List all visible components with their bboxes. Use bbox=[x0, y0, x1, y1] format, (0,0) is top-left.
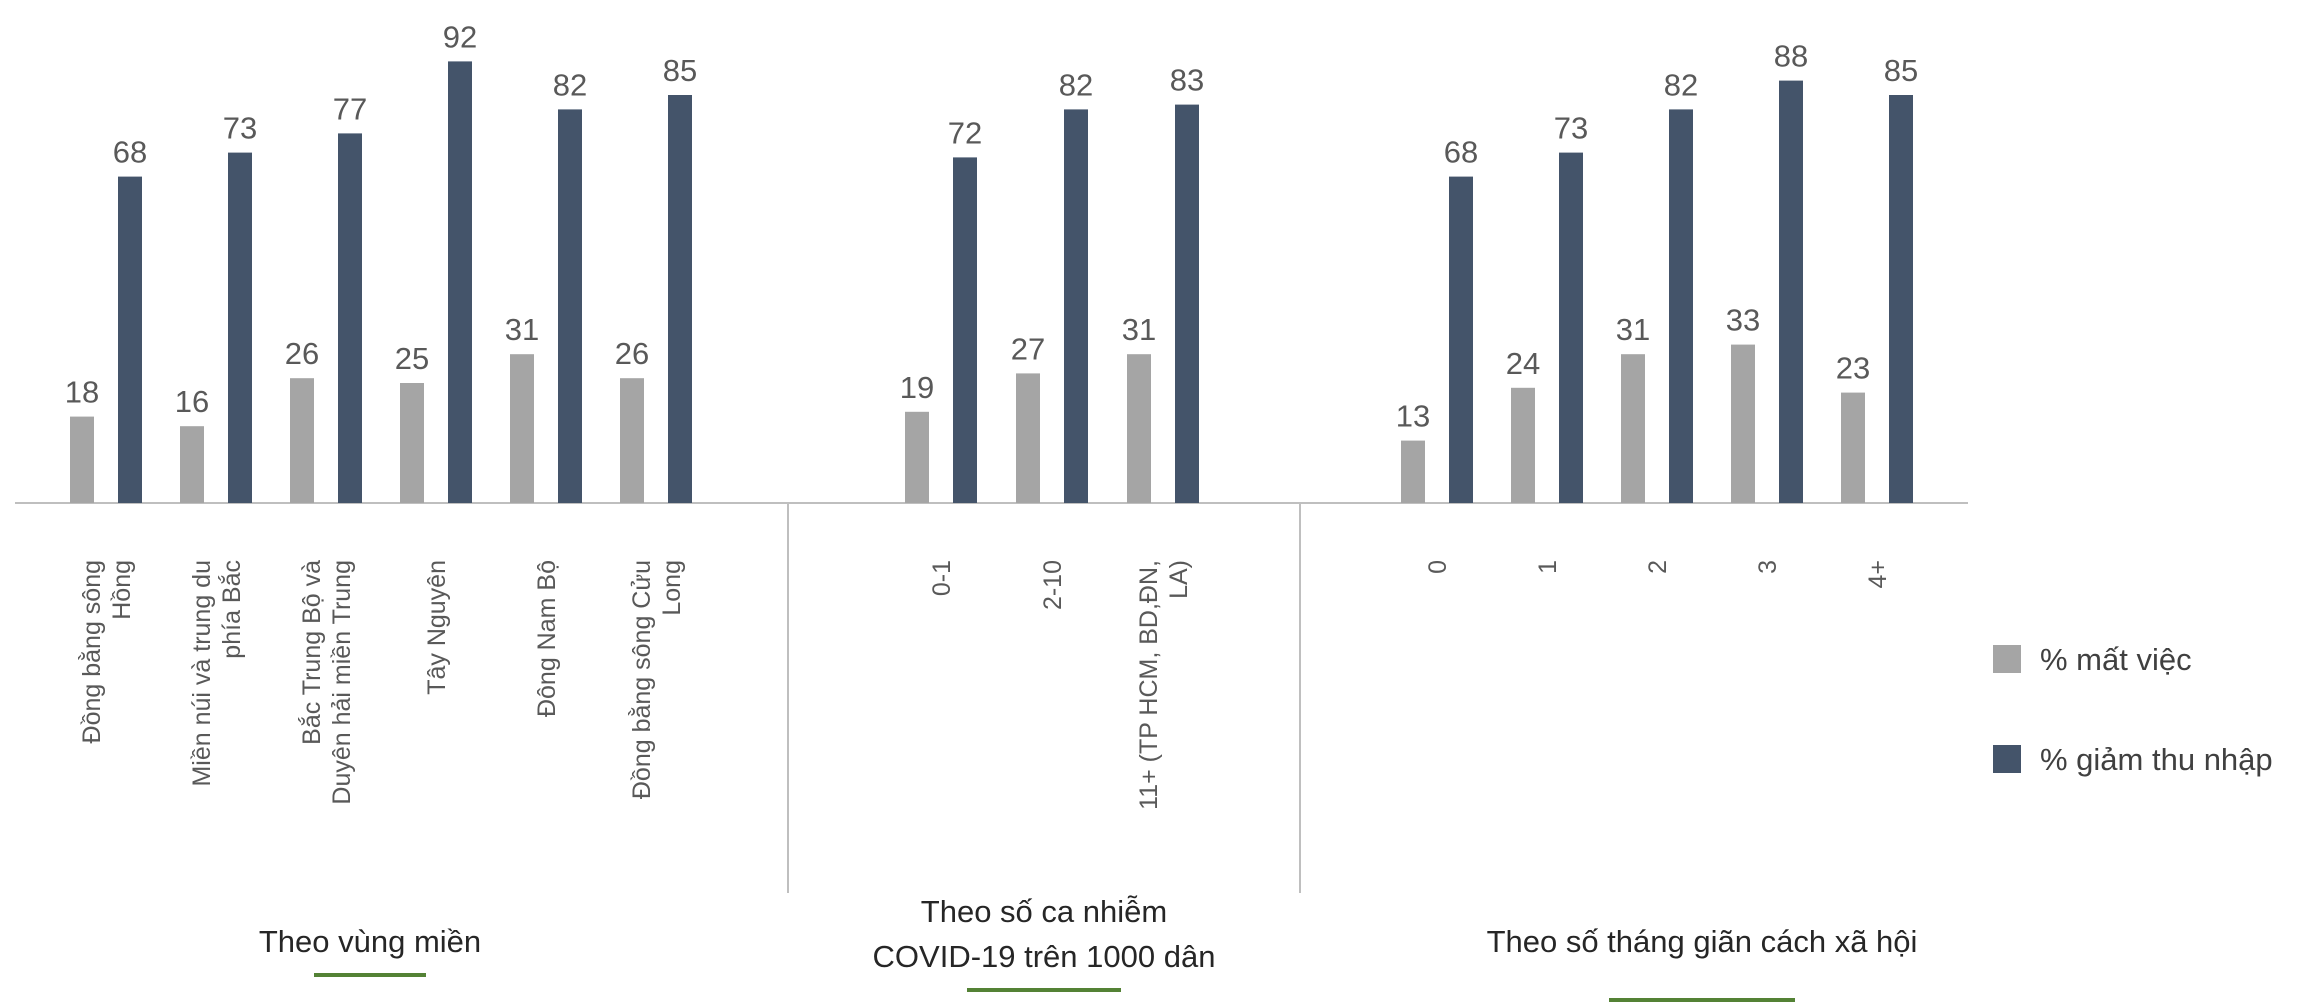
bar-mat-viec bbox=[1511, 387, 1535, 503]
group-title: Theo số tháng giãn cách xã hội bbox=[1487, 924, 1918, 959]
data-label: 13 bbox=[1396, 399, 1430, 434]
group-title-underline bbox=[967, 988, 1121, 992]
bar-giam-thu-nhap bbox=[1779, 80, 1803, 503]
data-label: 82 bbox=[1664, 67, 1698, 102]
data-label: 82 bbox=[553, 67, 587, 102]
data-label: 85 bbox=[1884, 53, 1918, 88]
data-label: 85 bbox=[663, 53, 697, 88]
bar-mat-viec bbox=[905, 411, 929, 503]
group-title: COVID-19 trên 1000 dân bbox=[873, 939, 1216, 974]
legend-swatch bbox=[1993, 645, 2021, 673]
legend-label: % giảm thu nhập bbox=[2040, 742, 2273, 777]
data-label: 83 bbox=[1170, 63, 1204, 98]
data-label: 26 bbox=[615, 336, 649, 371]
category-tick-label: 0 bbox=[1424, 560, 1452, 574]
category-tick-label: 2 bbox=[1644, 560, 1672, 574]
bar-giam-thu-nhap bbox=[448, 61, 472, 504]
bar-mat-viec bbox=[1621, 354, 1645, 503]
category-tick-label: Miền núi và trung duphía Bắc bbox=[188, 560, 246, 787]
group-title-underline bbox=[314, 973, 426, 977]
bar-mat-viec bbox=[620, 378, 644, 503]
category-tick-label: Đồng bằng sôngHồng bbox=[77, 560, 136, 743]
data-label: 23 bbox=[1836, 351, 1870, 386]
bar-giam-thu-nhap bbox=[1064, 109, 1088, 504]
data-label: 92 bbox=[443, 19, 477, 54]
bar-mat-viec bbox=[1841, 392, 1865, 503]
category-tick-label: 4+ bbox=[1864, 560, 1892, 589]
legend-label: % mất việc bbox=[2040, 642, 2192, 677]
legend-swatch bbox=[1993, 745, 2021, 773]
data-label: 25 bbox=[395, 341, 429, 376]
category-tick-label: 2-10 bbox=[1039, 560, 1067, 610]
group-title-underline bbox=[1609, 998, 1795, 1002]
data-label: 82 bbox=[1059, 67, 1093, 102]
bar-giam-thu-nhap bbox=[118, 176, 142, 503]
bar-mat-viec bbox=[290, 378, 314, 503]
bar-giam-thu-nhap bbox=[1175, 104, 1199, 503]
bar-giam-thu-nhap bbox=[1669, 109, 1693, 504]
category-tick-label: Tây Nguyên bbox=[423, 560, 451, 695]
bar-mat-viec bbox=[1016, 373, 1040, 503]
category-tick-label: 1 bbox=[1534, 560, 1562, 574]
data-label: 73 bbox=[1554, 111, 1588, 146]
bar-giam-thu-nhap bbox=[668, 95, 692, 503]
data-label: 16 bbox=[175, 384, 209, 419]
bar-giam-thu-nhap bbox=[558, 109, 582, 504]
bar-mat-viec bbox=[510, 354, 534, 503]
data-label: 31 bbox=[1122, 312, 1156, 347]
data-label: 88 bbox=[1774, 39, 1808, 74]
data-label: 27 bbox=[1011, 331, 1045, 366]
data-label: 68 bbox=[1444, 135, 1478, 170]
category-tick-label: 0-1 bbox=[928, 560, 956, 596]
data-label: 73 bbox=[223, 111, 257, 146]
bar-mat-viec bbox=[400, 383, 424, 503]
data-label: 33 bbox=[1726, 303, 1760, 338]
bar-mat-viec bbox=[1401, 440, 1425, 503]
data-label: 24 bbox=[1506, 346, 1540, 381]
bar-giam-thu-nhap bbox=[1889, 95, 1913, 503]
data-label: 26 bbox=[285, 336, 319, 371]
category-tick-label: Đồng bằng sông CửuLong bbox=[627, 560, 686, 799]
data-label: 19 bbox=[900, 370, 934, 405]
data-label: 31 bbox=[505, 312, 539, 347]
category-tick-label: Đông Nam Bộ bbox=[533, 560, 561, 717]
bar-giam-thu-nhap bbox=[953, 157, 977, 503]
group-title: Theo vùng miền bbox=[259, 924, 481, 959]
data-label: 31 bbox=[1616, 312, 1650, 347]
data-label: 77 bbox=[333, 91, 367, 126]
data-label: 68 bbox=[113, 135, 147, 170]
bar-giam-thu-nhap bbox=[338, 133, 362, 503]
data-label: 72 bbox=[948, 115, 982, 150]
category-tick-label: 11+ (TP HCM, BD,ĐN,LA) bbox=[1135, 560, 1193, 810]
bar-giam-thu-nhap bbox=[1449, 176, 1473, 503]
bar-mat-viec bbox=[1127, 354, 1151, 503]
bar-giam-thu-nhap bbox=[228, 152, 252, 503]
category-tick-label: 3 bbox=[1754, 560, 1782, 574]
group-title: Theo số ca nhiễm bbox=[921, 894, 1167, 929]
category-tick-label: Bắc Trung Bộ vàDuyên hải miền Trung bbox=[297, 560, 356, 805]
bar-mat-viec bbox=[70, 416, 94, 503]
bar-mat-viec bbox=[180, 426, 204, 503]
bar-mat-viec bbox=[1731, 344, 1755, 503]
data-label: 18 bbox=[65, 375, 99, 410]
bar-giam-thu-nhap bbox=[1559, 152, 1583, 503]
